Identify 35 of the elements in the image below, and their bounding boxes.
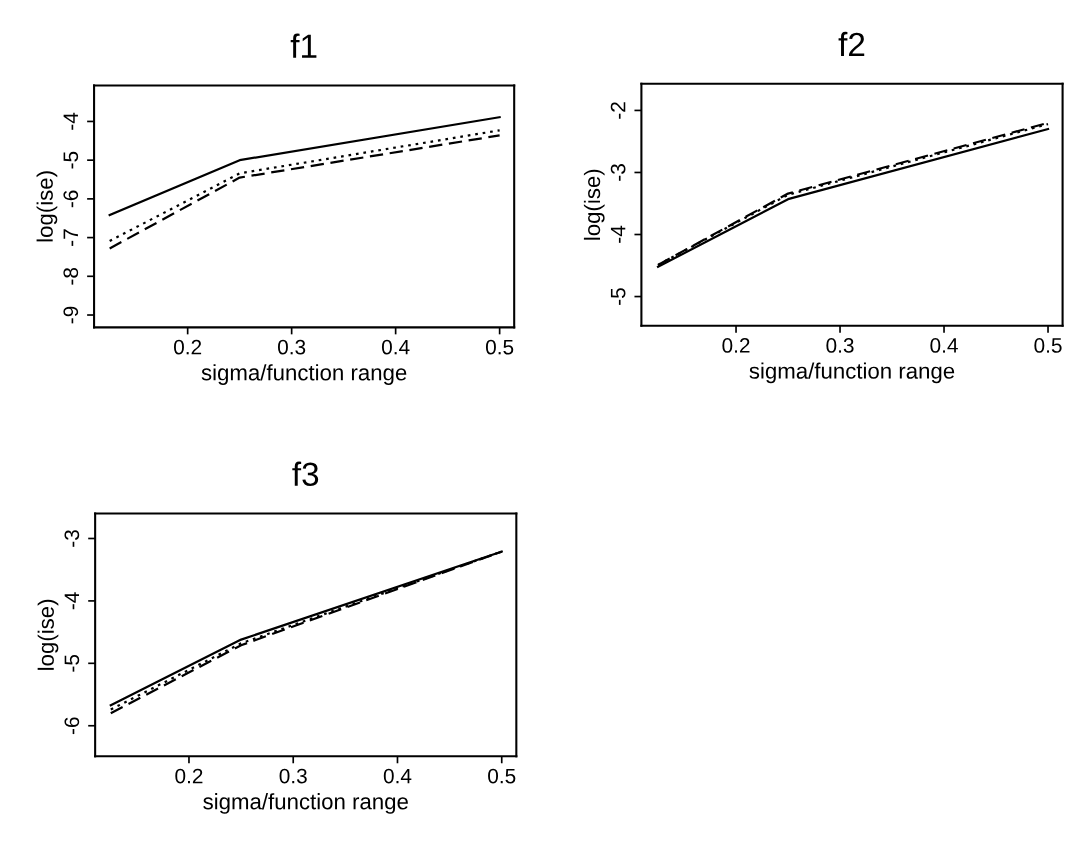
chart-title: f2 [838, 31, 865, 56]
y-tick-label: -7 [63, 229, 78, 246]
x-tick-label: 0.3 [279, 768, 307, 784]
y-tick-label: -2 [610, 102, 626, 119]
x-tick-label: 0.4 [381, 339, 410, 355]
y-axis-title: log(ise) [36, 171, 58, 242]
y-tick-label: -4 [63, 112, 78, 130]
y-tick-label: -5 [64, 654, 80, 672]
x-tick-label: 0.5 [485, 339, 514, 355]
x-tick-label: 0.3 [277, 339, 306, 355]
y-tick-label: -6 [63, 190, 79, 208]
y-tick-label: -3 [64, 530, 80, 547]
y-axis-title: log(ise) [37, 599, 59, 670]
y-tick-label: -5 [610, 288, 626, 305]
x-tick-label: 0.2 [722, 338, 750, 353]
y-tick-label: -5 [63, 151, 79, 169]
y-axis-title: log(ise) [583, 169, 605, 240]
x-axis-title: sigma/function range [749, 362, 955, 384]
chart-title: f3 [292, 461, 319, 487]
x-tick-label: 0.2 [174, 339, 202, 355]
x-axis-title: sigma/function range [201, 364, 407, 385]
x-tick-label: 0.4 [383, 768, 412, 784]
y-tick-label: -8 [63, 267, 79, 285]
y-tick-label: -9 [63, 306, 79, 324]
x-tick-label: 0.4 [930, 338, 958, 353]
chart-title: f1 [290, 33, 317, 58]
y-tick-label: -6 [64, 717, 80, 735]
x-tick-label: 0.3 [826, 338, 854, 353]
y-tick-label: -4 [610, 225, 626, 243]
x-axis-title: sigma/function range [203, 793, 408, 814]
x-tick-label: 0.2 [175, 768, 203, 784]
y-tick-label: -3 [610, 164, 626, 181]
x-tick-label: 0.5 [488, 768, 516, 784]
y-tick-label: -4 [64, 592, 80, 610]
x-tick-label: 0.5 [1034, 338, 1062, 353]
